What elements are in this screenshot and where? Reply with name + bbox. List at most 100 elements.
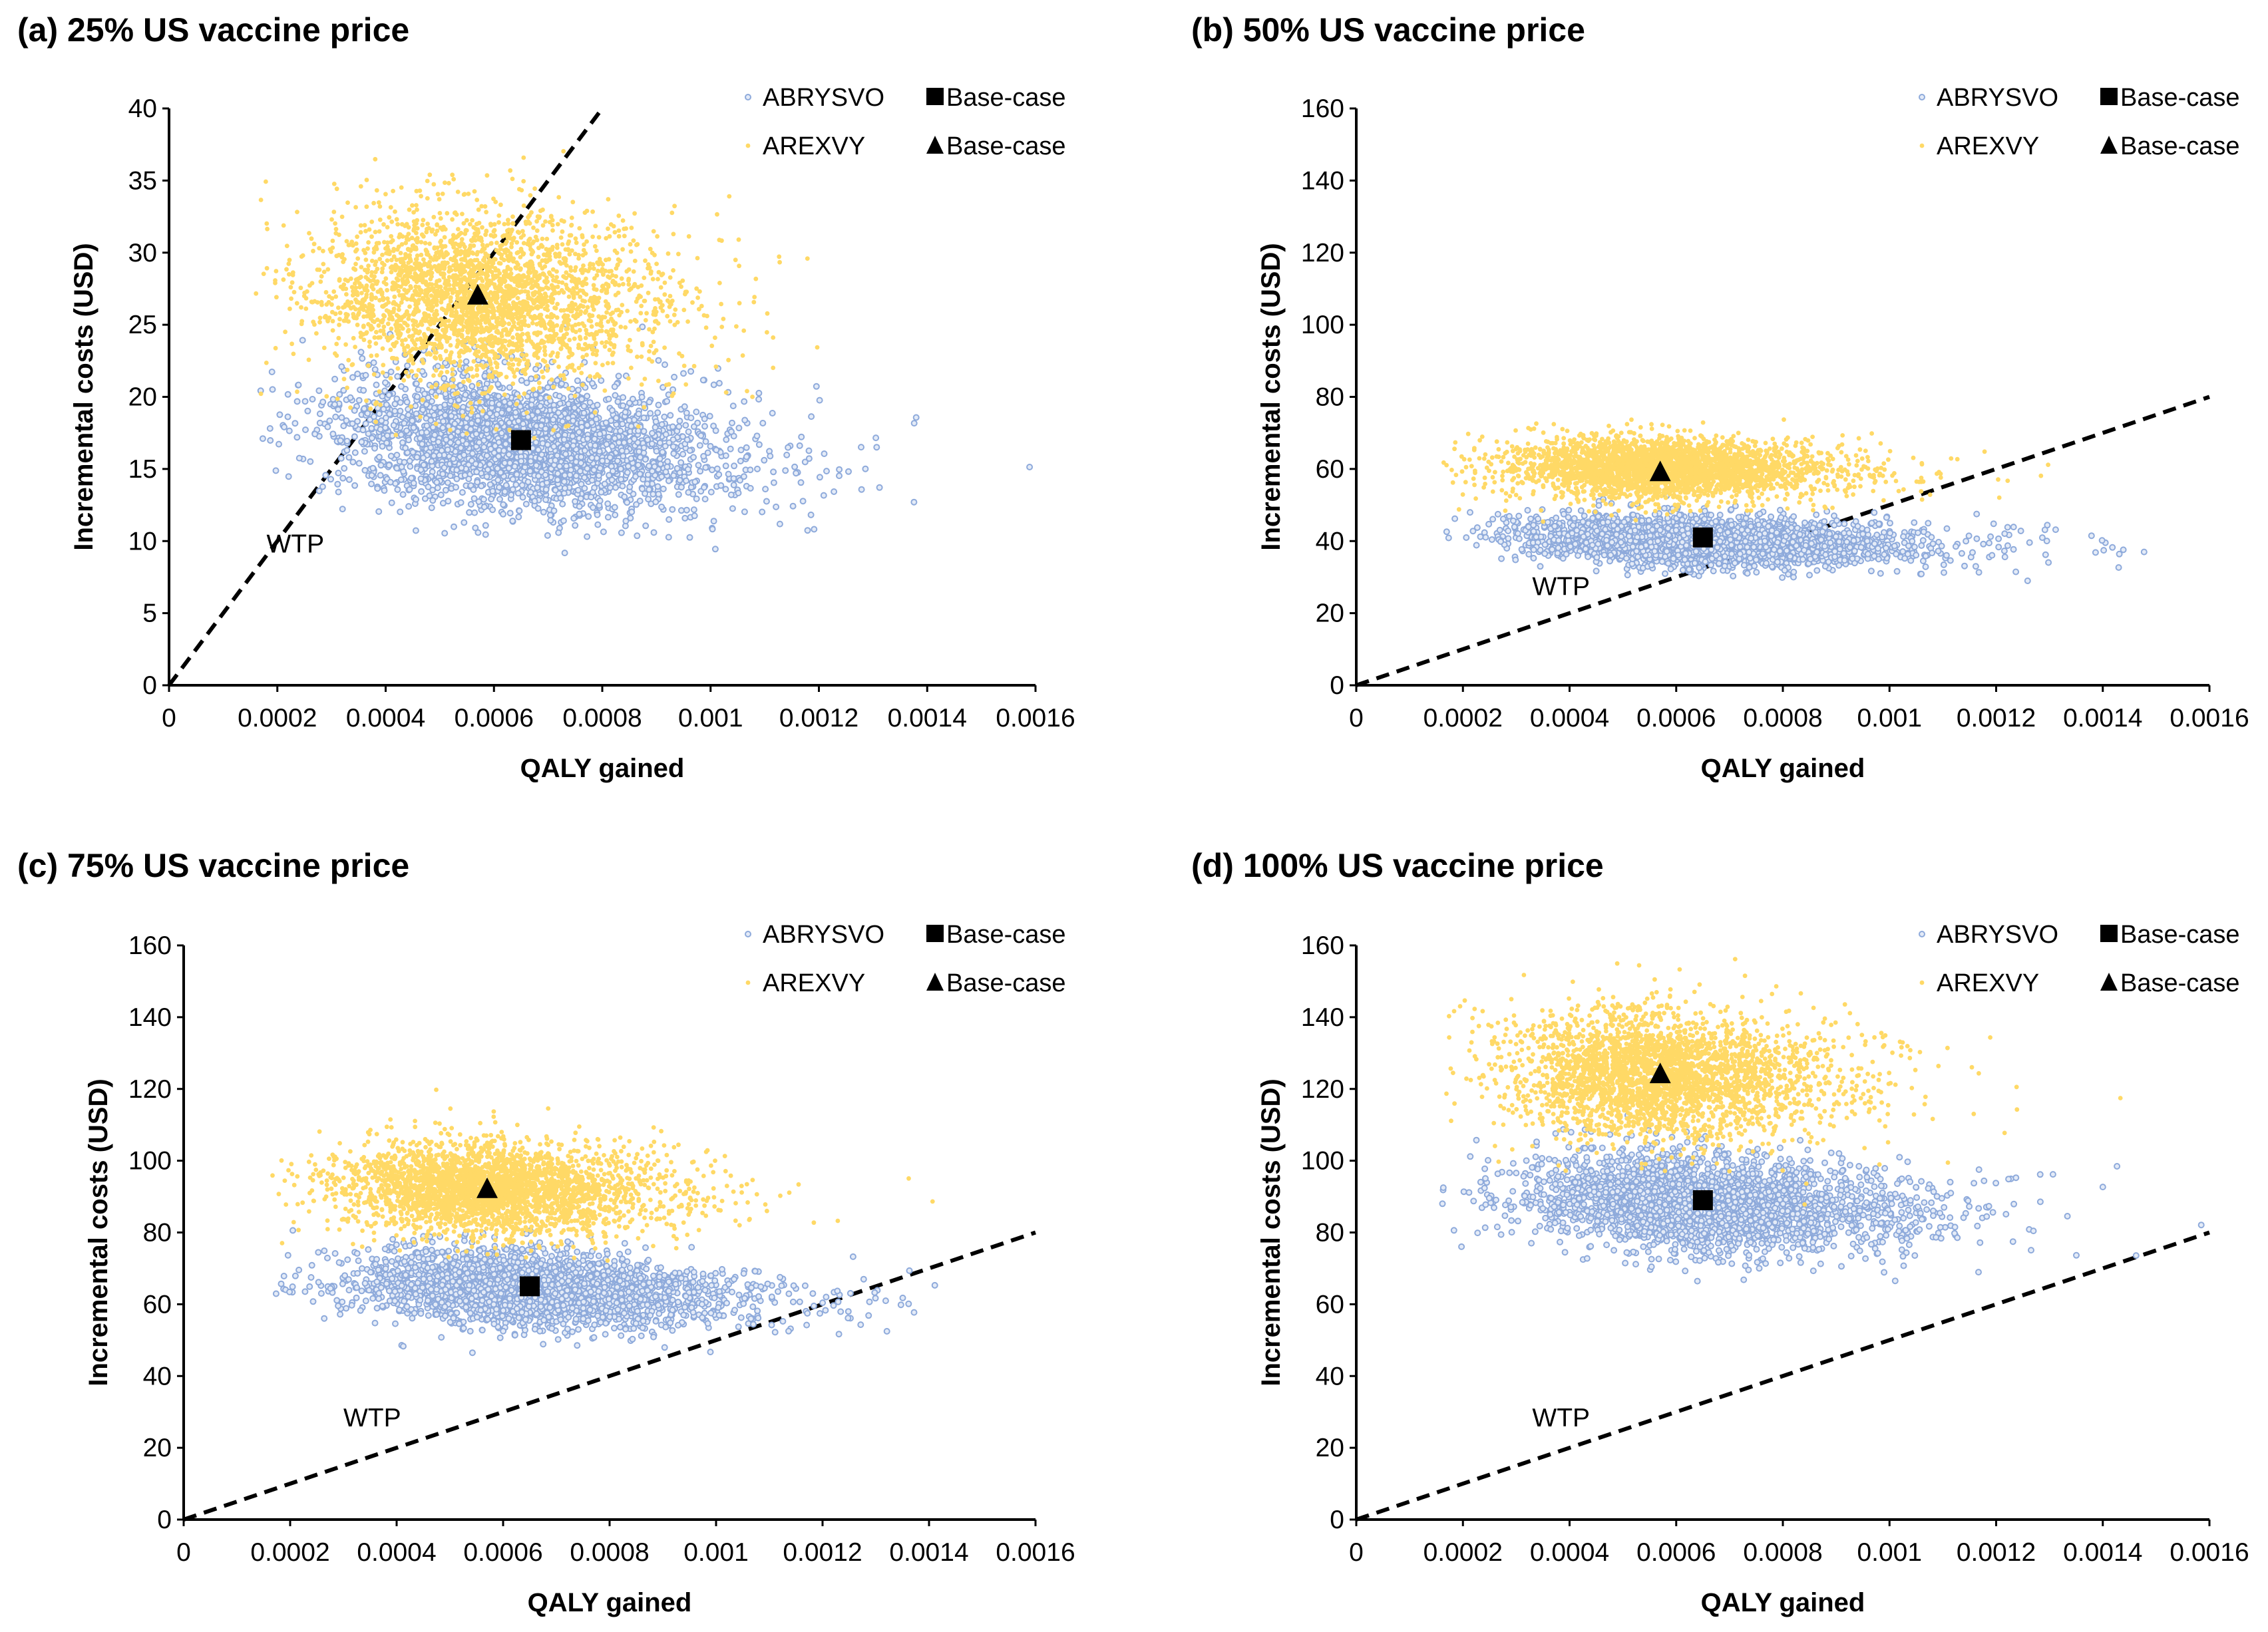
- arexvy-point: [318, 315, 323, 320]
- arexvy-point: [409, 369, 414, 374]
- abrysvo-point: [630, 397, 636, 402]
- abrysvo-point: [520, 421, 526, 426]
- abrysvo-point: [685, 437, 690, 442]
- abrysvo-point: [661, 486, 666, 492]
- arexvy-point: [555, 302, 560, 307]
- abrysvo-point: [736, 425, 741, 430]
- abrysvo-point: [560, 419, 565, 424]
- abrysvo-point: [470, 451, 475, 456]
- abrysvo-point: [562, 550, 568, 556]
- arexvy-point: [584, 292, 589, 297]
- abrysvo-point: [406, 412, 411, 418]
- abrysvo-point: [516, 508, 522, 514]
- abrysvo-point: [414, 381, 419, 387]
- abrysvo-point: [688, 415, 693, 420]
- abrysvo-point: [317, 420, 323, 426]
- abrysvo-point: [718, 483, 723, 488]
- abrysvo-point: [415, 387, 421, 393]
- arexvy-point: [621, 282, 626, 287]
- abrysvo-point: [277, 412, 282, 417]
- arexvy-point: [734, 324, 739, 329]
- arexvy-point: [423, 241, 428, 245]
- abrysvo-point: [353, 450, 358, 455]
- abrysvo-point: [629, 424, 634, 429]
- abrysvo-point: [665, 464, 670, 470]
- abrysvo-point: [350, 460, 355, 465]
- abrysvo-point: [622, 440, 627, 445]
- abrysvo-point: [600, 458, 605, 464]
- abrysvo-point: [335, 470, 341, 476]
- abrysvo-point: [716, 472, 721, 477]
- abrysvo-point: [703, 496, 708, 502]
- abrysvo-point: [557, 464, 562, 469]
- abrysvo-point: [660, 450, 665, 455]
- abrysvo-point: [748, 486, 753, 491]
- arexvy-point: [610, 353, 615, 357]
- abrysvo-point: [297, 456, 302, 461]
- abrysvo-point: [506, 407, 512, 412]
- arexvy-point: [544, 275, 549, 280]
- abrysvo-point: [770, 410, 775, 416]
- abrysvo-point: [448, 473, 453, 478]
- arexvy-point: [552, 359, 557, 364]
- abrysvo-point: [485, 421, 490, 426]
- arexvy-point: [377, 257, 382, 261]
- abrysvo-point: [316, 388, 321, 393]
- arexvy-point: [385, 258, 390, 263]
- arexvy-point: [651, 277, 656, 281]
- abrysvo-point: [595, 512, 600, 518]
- abrysvo-point: [362, 448, 367, 454]
- arexvy-point: [484, 210, 488, 214]
- arexvy-point: [443, 286, 448, 291]
- abrysvo-point: [620, 448, 625, 454]
- arexvy-point: [324, 394, 329, 399]
- arexvy-point: [555, 315, 560, 320]
- abrysvo-point: [738, 458, 743, 464]
- abrysvo-point: [461, 452, 467, 458]
- abrysvo-point: [340, 506, 345, 512]
- abrysvo-point: [512, 464, 518, 469]
- abrysvo-point: [369, 473, 375, 478]
- abrysvo-point: [562, 473, 568, 478]
- abrysvo-point: [379, 462, 384, 468]
- abrysvo-point: [320, 484, 325, 490]
- arexvy-point: [632, 269, 636, 274]
- abrysvo-point: [374, 383, 379, 388]
- arexvy-point: [617, 234, 622, 239]
- arexvy-point: [638, 311, 643, 315]
- abrysvo-point: [588, 400, 593, 405]
- abrysvo-point: [817, 398, 823, 403]
- arexvy-point: [554, 275, 559, 279]
- arexvy-point: [295, 301, 299, 305]
- abrysvo-point: [448, 399, 453, 404]
- arexvy-point: [741, 353, 745, 358]
- abrysvo-point: [675, 466, 680, 471]
- abrysvo-point: [513, 410, 518, 415]
- abrysvo-point: [328, 476, 333, 482]
- abrysvo-point: [401, 492, 406, 497]
- abrysvo-point: [598, 498, 603, 504]
- abrysvo-point: [473, 461, 478, 466]
- abrysvo-point: [340, 476, 345, 481]
- abrysvo-point: [606, 397, 612, 402]
- arexvy-point: [446, 305, 451, 309]
- abrysvo-point: [474, 431, 479, 436]
- arexvy-point: [534, 322, 539, 327]
- arexvy-point: [327, 294, 331, 299]
- abrysvo-point: [608, 455, 613, 460]
- arexvy-point: [562, 377, 567, 381]
- abrysvo-point: [534, 463, 539, 468]
- arexvy-point: [387, 317, 392, 321]
- arexvy-point: [265, 266, 270, 271]
- arexvy-point: [477, 399, 482, 404]
- arexvy-point: [290, 280, 295, 285]
- abrysvo-point: [504, 482, 509, 488]
- abrysvo-point: [570, 434, 575, 439]
- abrysvo-point: [606, 514, 611, 520]
- arexvy-point: [578, 337, 583, 341]
- abrysvo-point: [490, 507, 495, 512]
- abrysvo-point: [419, 467, 424, 472]
- arexvy-point: [646, 262, 651, 267]
- abrysvo-point: [496, 454, 501, 459]
- abrysvo-point: [694, 496, 699, 502]
